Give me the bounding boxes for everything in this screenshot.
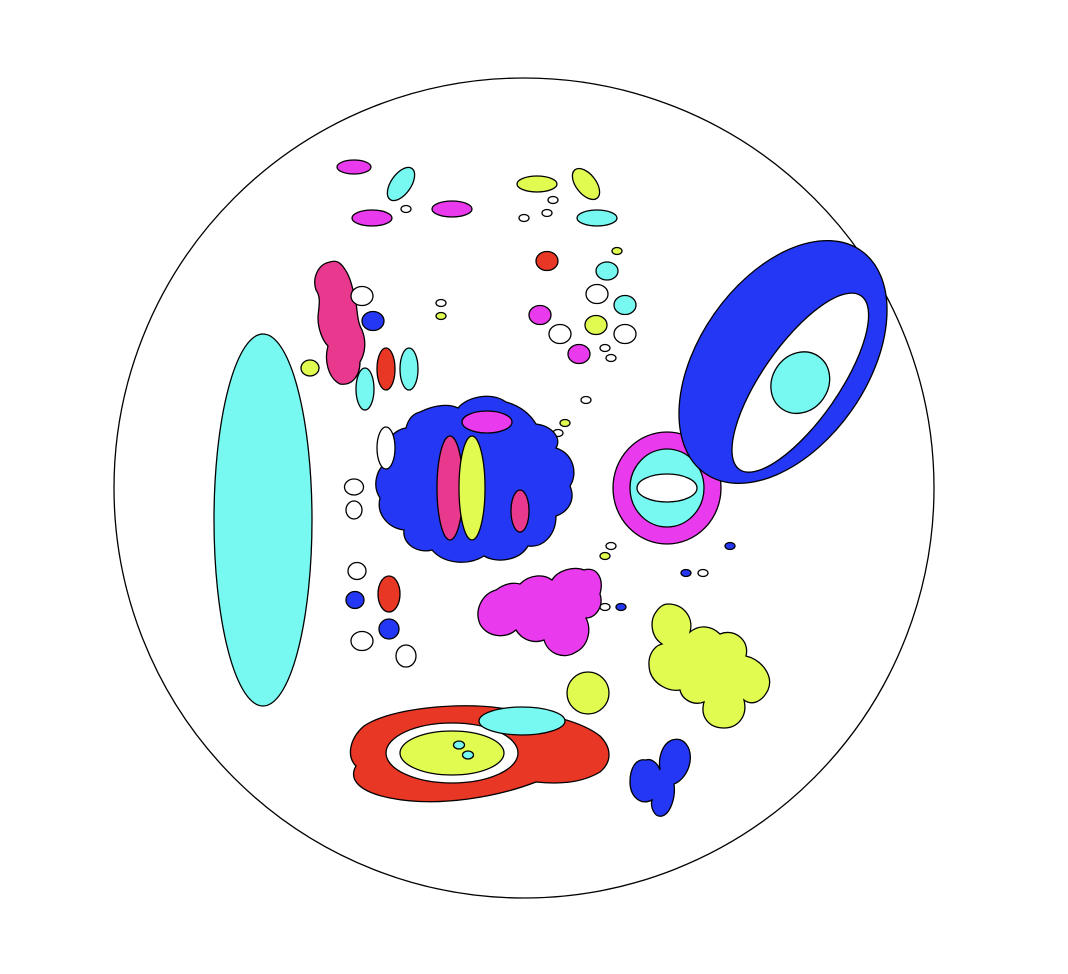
- cyan-vesicle: [355, 367, 375, 411]
- blue-tilted-organelle: [678, 239, 888, 485]
- white-vesicle: [697, 568, 709, 578]
- pink-lobed-cluster: [300, 260, 419, 411]
- white-vesicle: [548, 323, 572, 345]
- blue-nucleus: [375, 395, 575, 563]
- white-vesicle: [580, 395, 592, 405]
- white-vesicle: [343, 478, 365, 496]
- white-vesicle: [547, 195, 559, 205]
- white-vesicle: [585, 283, 609, 305]
- yellow-vesicle: [599, 551, 611, 561]
- blue-vesicle: [724, 541, 736, 551]
- blue-vesicle: [680, 568, 692, 578]
- yellow-chromatin: [458, 435, 486, 541]
- top-center-organelle-group: [516, 167, 618, 227]
- cyan-vesicle: [595, 261, 619, 281]
- cyan-vesicle: [478, 706, 566, 736]
- cyan-vesicle: [452, 740, 466, 750]
- blue-vesicle: [378, 618, 400, 640]
- magenta-vesicle: [431, 200, 473, 218]
- cyan-vesicle: [461, 750, 475, 760]
- yellow-vesicle: [571, 167, 601, 201]
- white-vesicle: [599, 602, 611, 612]
- red-vesicle: [376, 347, 396, 391]
- left-lower-vesicle-group: [343, 478, 417, 668]
- blue-small-cluster: [629, 738, 691, 817]
- white-vesicle: [613, 323, 637, 345]
- magenta-vesicle: [528, 304, 552, 326]
- top-left-organelle-group: [336, 159, 473, 227]
- cyan-vesicle: [386, 166, 416, 202]
- white-core: [636, 473, 698, 503]
- magenta-vesicle: [336, 159, 372, 175]
- white-vesicle: [345, 500, 363, 520]
- white-vesicle: [605, 353, 617, 363]
- white-vesicle: [395, 644, 417, 668]
- red-vesicle: [377, 575, 401, 613]
- red-organelle: [349, 705, 610, 803]
- cyan-vesicle: [613, 294, 637, 316]
- yellow-cluster: [566, 603, 771, 729]
- upper-vesicle-group: [435, 246, 637, 438]
- yellow-core: [399, 730, 505, 776]
- large-cyan-vacuole: [213, 333, 313, 707]
- magenta-vesicle: [351, 209, 393, 227]
- white-vesicle: [605, 541, 617, 551]
- yellow-cluster-body: [648, 603, 771, 729]
- magenta-vesicle: [567, 343, 591, 365]
- yellow-vesicle: [584, 314, 608, 336]
- blue-vesicle: [361, 310, 385, 332]
- white-vesicle: [541, 208, 553, 218]
- cyan-vesicle: [576, 209, 618, 227]
- white-vesicle: [376, 426, 396, 470]
- white-vesicle: [350, 630, 374, 652]
- yellow-vesicle: [611, 246, 623, 256]
- yellow-vesicle: [559, 418, 571, 428]
- white-vesicle: [400, 204, 412, 214]
- white-vesicle: [347, 561, 367, 581]
- blue-vesicle: [615, 602, 627, 612]
- white-vesicle: [350, 285, 374, 307]
- yellow-vesicle: [300, 359, 320, 377]
- yellow-vesicle: [566, 671, 610, 715]
- pink-vesicle: [510, 489, 530, 533]
- red-vesicle: [535, 250, 559, 272]
- magenta-vesicle: [461, 410, 513, 434]
- yellow-vesicle: [435, 311, 447, 321]
- cyan-inner-body: [770, 351, 831, 415]
- cyan-vesicle: [399, 347, 419, 391]
- blue-vesicle: [345, 590, 365, 610]
- white-vesicle: [599, 343, 611, 353]
- white-vesicle: [518, 213, 530, 223]
- white-vesicle: [435, 298, 447, 308]
- magenta-cluster: [477, 567, 602, 657]
- yellow-vesicle: [516, 175, 558, 193]
